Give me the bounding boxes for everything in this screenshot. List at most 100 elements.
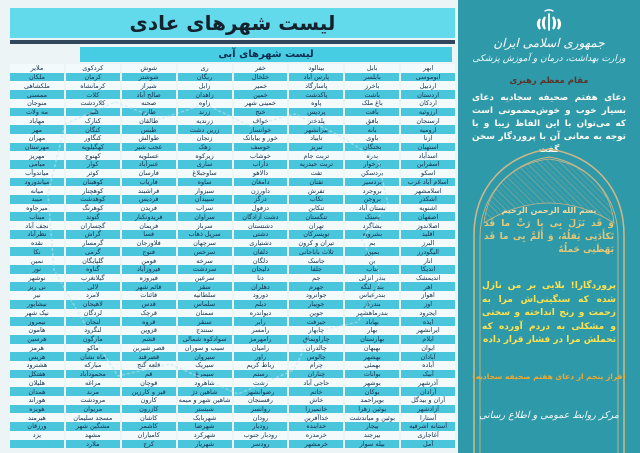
city-cell: کرمانشاه: [65, 81, 120, 91]
city-cell: آستانه اشرفیه: [401, 422, 455, 431]
city-cell: دلفان: [233, 247, 288, 257]
city-cell: کوار: [65, 160, 120, 169]
city-cell: زرین دشت: [177, 125, 232, 134]
city-cell: رشت: [233, 378, 288, 388]
city-cell: بردسیر: [345, 177, 400, 187]
city-cell: سیریک: [177, 360, 232, 370]
city-cell: آبادان: [401, 352, 455, 361]
city-cell: آباده: [401, 360, 455, 370]
city-cell: قدس: [121, 299, 176, 309]
cities-sheet: لیست شهرهای عادی لیست شهرهای آبی ابهر ابو…: [10, 8, 455, 449]
city-cell: تایباد: [289, 133, 344, 143]
city-cell: درگز: [233, 195, 288, 204]
city-cell: تنکابن: [289, 203, 344, 213]
city-cell: جیرفت: [289, 317, 344, 327]
city-cell: دلیجان: [233, 264, 288, 274]
city-cell: برخوار: [345, 160, 400, 169]
city-cell: سرباز: [177, 221, 232, 230]
city-cell: هشترود: [10, 360, 64, 370]
city-cell: عجب شیر: [121, 142, 176, 152]
city-cell: هویزه: [10, 404, 64, 414]
city-cell: مهران: [10, 133, 64, 143]
city-cell: ثلاث باباجانی: [289, 247, 344, 257]
city-cell: رابر: [233, 317, 288, 327]
table-subtitle: لیست شهرهای آبی: [80, 47, 452, 62]
city-cell: تفت: [289, 168, 344, 178]
city-cell: نوشهر: [10, 273, 64, 283]
city-cell: بردسکن: [345, 168, 400, 178]
city-cell: بختگان: [345, 142, 400, 152]
city-cell: دامغان: [233, 177, 288, 187]
city-cell: حاجی آباد: [289, 378, 344, 388]
city-cell: مسجد سلیمان: [65, 413, 120, 423]
city-cell: سقز: [177, 282, 232, 292]
city-cell: تبریز: [289, 142, 344, 152]
city-cell: ممسنی: [10, 90, 64, 99]
city-cell: تفتان: [289, 177, 344, 187]
city-cell: مهر: [10, 125, 64, 134]
city-cell: اسفراین: [401, 160, 455, 169]
city-cell: گرمی: [65, 247, 120, 257]
city-cell: باخرز: [345, 81, 400, 91]
city-cell: ایجرود: [401, 308, 455, 318]
city-cell: قشم: [121, 334, 176, 344]
city-cell: گتوند: [65, 212, 120, 222]
city-cell: شهریار: [177, 439, 232, 449]
city-cell: تیران و کرون: [289, 238, 344, 248]
city-cell: محمودآباد: [65, 369, 120, 379]
city-cell: ابهر: [401, 64, 455, 73]
ministry-name: وزارت بهداشت، درمان و آموزش پزشکی: [472, 54, 626, 64]
city-cell: دنا: [233, 273, 288, 283]
city-cell: بهمئی: [345, 360, 400, 370]
city-cell: کاشمر: [121, 422, 176, 431]
city-cell: مریوان: [65, 404, 120, 414]
city-cell: دلگان: [233, 256, 288, 265]
city-cell: آمل: [401, 439, 455, 449]
city-cell: آبیک: [401, 369, 455, 379]
city-cell: اشنویه: [401, 203, 455, 213]
city-column-1: ابهر ابوموسی اردبیل اردستان اردکان ارزوئیه ارس…: [401, 64, 455, 449]
city-cell: بن: [345, 256, 400, 265]
city-cell: گراش: [65, 229, 120, 239]
city-cell: لنجان: [65, 317, 120, 327]
public-relations-footer: مرکز روابط عمومی و اطلاع رسانی: [479, 410, 619, 421]
city-cell: نظرآباد: [10, 229, 64, 239]
city-cell: گناوه: [65, 264, 120, 274]
city-cell: دشتی: [233, 229, 288, 239]
city-cell: نقده: [10, 238, 64, 248]
city-cell: بوشهر: [345, 378, 400, 388]
city-cell: البرز: [401, 238, 455, 248]
city-cell: اندیکا: [401, 264, 455, 274]
city-cell: دیواندره: [233, 308, 288, 318]
city-cell: فردیس: [121, 195, 176, 204]
city-cell: زنجان: [177, 133, 232, 143]
city-cell: شوش: [121, 64, 176, 73]
city-cell: ریگان: [177, 72, 232, 82]
city-cell: دشتستان: [233, 221, 288, 230]
city-cell: اسکو: [401, 168, 455, 178]
city-cell: خمینی شهر: [233, 98, 288, 108]
city-cell: آستارا: [401, 413, 455, 423]
city-cell: کرمان: [65, 72, 120, 82]
leader-quote: دعای هفتم صحیفه سجادیه دعای بسیار خوب و …: [472, 93, 626, 155]
city-cell: هفتکل: [10, 369, 64, 379]
city-cell: آران و بیدگل: [401, 395, 455, 405]
city-column-8: ملایر ملکان ملکشاهی ممسنی منوجان مه ولات مهابا…: [10, 64, 64, 449]
city-cell: کلاردشت: [65, 98, 120, 108]
persian-translation: پروردگارا! بلایی بر من نازل شده که سنگین…: [482, 281, 616, 345]
city-cell: مشهد: [65, 430, 120, 440]
city-cell: فیروزآباد: [121, 264, 176, 274]
city-cell: سرچهان: [177, 238, 232, 248]
city-cell: سنقر: [177, 317, 232, 327]
city-cell: بیله سوار: [345, 439, 400, 449]
city-cell: اسلام آباد غرب: [401, 177, 455, 187]
city-column-3: بینالود پارس آباد پاسارگاد پاکدشت پاوه پردیس پ…: [289, 64, 344, 449]
city-cell: ایلام: [401, 334, 455, 344]
city-cell: کازرون: [121, 404, 176, 414]
city-cell: ماکو: [65, 343, 120, 353]
city-cell: ارزوئیه: [401, 107, 455, 117]
city-cell: خاش: [289, 395, 344, 405]
city-cell: چناران: [289, 369, 344, 379]
city-cell: خرمدره: [289, 430, 344, 440]
